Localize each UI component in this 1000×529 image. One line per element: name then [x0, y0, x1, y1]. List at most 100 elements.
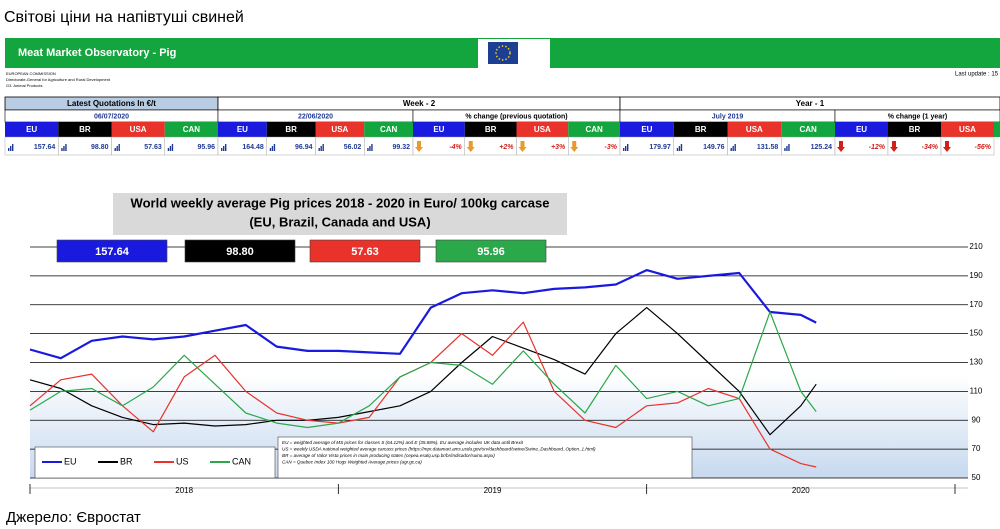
- cell-icon: [116, 146, 118, 151]
- trend-arrow: [890, 141, 898, 152]
- cell-icon: [678, 146, 681, 151]
- series-line: [29, 307, 817, 436]
- sub-header-label: % change (previous quotation): [465, 113, 567, 120]
- cell-icon: [786, 146, 788, 151]
- quotations-table: Latest Quotations In €/t Week - 2 Year - 1…: [4, 96, 1000, 156]
- cell-icon: [627, 144, 629, 151]
- country-header: [516, 122, 569, 137]
- x-tick-label: 2020: [792, 486, 810, 495]
- cell-value: 164.48: [242, 144, 264, 151]
- cell-icon: [65, 144, 67, 151]
- latest-value-box: [56, 239, 168, 263]
- series-line: [29, 269, 817, 360]
- country-label: USA: [331, 125, 348, 134]
- cell-icon: [171, 144, 174, 151]
- country-label: USA: [746, 125, 763, 134]
- trend-arrow: [943, 141, 951, 152]
- latest-value: 95.96: [477, 246, 505, 258]
- cell-icon: [320, 146, 322, 151]
- country-header: [835, 122, 888, 137]
- legend-label: BR: [120, 456, 133, 466]
- group-label: Week - 2: [403, 99, 436, 108]
- cell-value: 56.02: [344, 144, 362, 151]
- cell-value: 125.24: [811, 144, 833, 151]
- org-line: G3. Animal Products: [6, 83, 42, 88]
- cell-icon: [225, 144, 227, 151]
- cell-value: +2%: [499, 144, 514, 151]
- latest-value-box: [184, 239, 296, 263]
- cell-icon: [223, 146, 225, 151]
- cell-icon: [676, 148, 679, 151]
- cell-icon: [63, 146, 65, 151]
- cell-value: 131.58: [757, 144, 779, 151]
- org-line: EUROPEAN COMMISSION: [6, 71, 56, 76]
- cell-icon: [221, 148, 223, 151]
- notes-box: [277, 436, 693, 479]
- legend-label: US: [176, 456, 189, 466]
- country-label: BR: [79, 125, 91, 134]
- cell-value: -56%: [975, 144, 992, 151]
- eu-flag: [488, 42, 518, 64]
- country-header: [413, 122, 465, 137]
- cell-icon: [10, 146, 12, 151]
- country-header: [941, 122, 994, 137]
- cell-icon: [680, 144, 683, 151]
- latest-value: 57.63: [351, 246, 379, 258]
- cell-icon: [169, 146, 172, 151]
- cell-icon: [114, 148, 116, 151]
- legend-label: CAN: [232, 456, 251, 466]
- cell-value: 98.80: [91, 144, 109, 151]
- banner-title: Meat Market Observatory - Pig: [18, 47, 176, 59]
- y-tick-label: 170: [969, 300, 983, 309]
- source: Джерело: Євростат: [6, 509, 141, 526]
- sub-header-label: 22/06/2020: [298, 113, 333, 120]
- series-line: [29, 311, 817, 429]
- cell-icon: [784, 148, 786, 151]
- trend-arrow: [570, 141, 579, 152]
- latest-value-box: [435, 239, 547, 263]
- country-label: EU: [26, 125, 37, 134]
- y-tick-label: 150: [969, 329, 983, 338]
- country-label: CAN: [585, 125, 603, 134]
- eu-stars: [495, 45, 511, 61]
- y-tick-label: 70: [972, 444, 981, 453]
- country-label: USA: [130, 125, 147, 134]
- note: EU = weighted average of MS prices for c…: [282, 440, 524, 445]
- y-tick-label: 90: [972, 415, 981, 424]
- country-header: [727, 122, 782, 137]
- page-title: Світові ціни на напівтуші свиней: [4, 9, 244, 26]
- cell-value: 57.63: [144, 144, 162, 151]
- country-header: [111, 122, 165, 137]
- country-label: BR: [695, 125, 707, 134]
- sub-header-label: July 2019: [712, 113, 744, 120]
- x-tick-label: 2019: [484, 486, 502, 495]
- country-header: [5, 122, 59, 137]
- cell-icon: [118, 144, 120, 151]
- group-label: Year - 1: [796, 99, 825, 108]
- country-label: EU: [641, 125, 652, 134]
- country-label: BR: [485, 125, 497, 134]
- cell-value: 179.97: [649, 144, 671, 151]
- org-line: Directorate-General for Agriculture and …: [6, 77, 111, 82]
- x-tick-label: 2018: [175, 486, 193, 495]
- cell-value: 95.96: [197, 144, 215, 151]
- note: US = weekly USDA national weighted avera…: [282, 447, 596, 452]
- country-header: [888, 122, 941, 137]
- cell-value: 157.64: [34, 144, 56, 151]
- country-header: [620, 122, 674, 137]
- legend-label: EU: [64, 456, 77, 466]
- country-header: [218, 122, 267, 137]
- cell-value: -34%: [922, 144, 939, 151]
- country-label: CAN: [799, 125, 817, 134]
- value-cell: [940, 136, 995, 156]
- y-tick-label: 210: [969, 242, 983, 251]
- note: CAN = Quebec Index 100 Hogs Weighted Ave…: [282, 460, 422, 465]
- country-label: BR: [285, 125, 297, 134]
- cell-icon: [625, 146, 627, 151]
- country-header: [994, 122, 1000, 137]
- trend-arrow: [518, 141, 527, 152]
- country-label: CAN: [380, 125, 398, 134]
- country-label: EU: [433, 125, 444, 134]
- cell-icon: [167, 148, 170, 151]
